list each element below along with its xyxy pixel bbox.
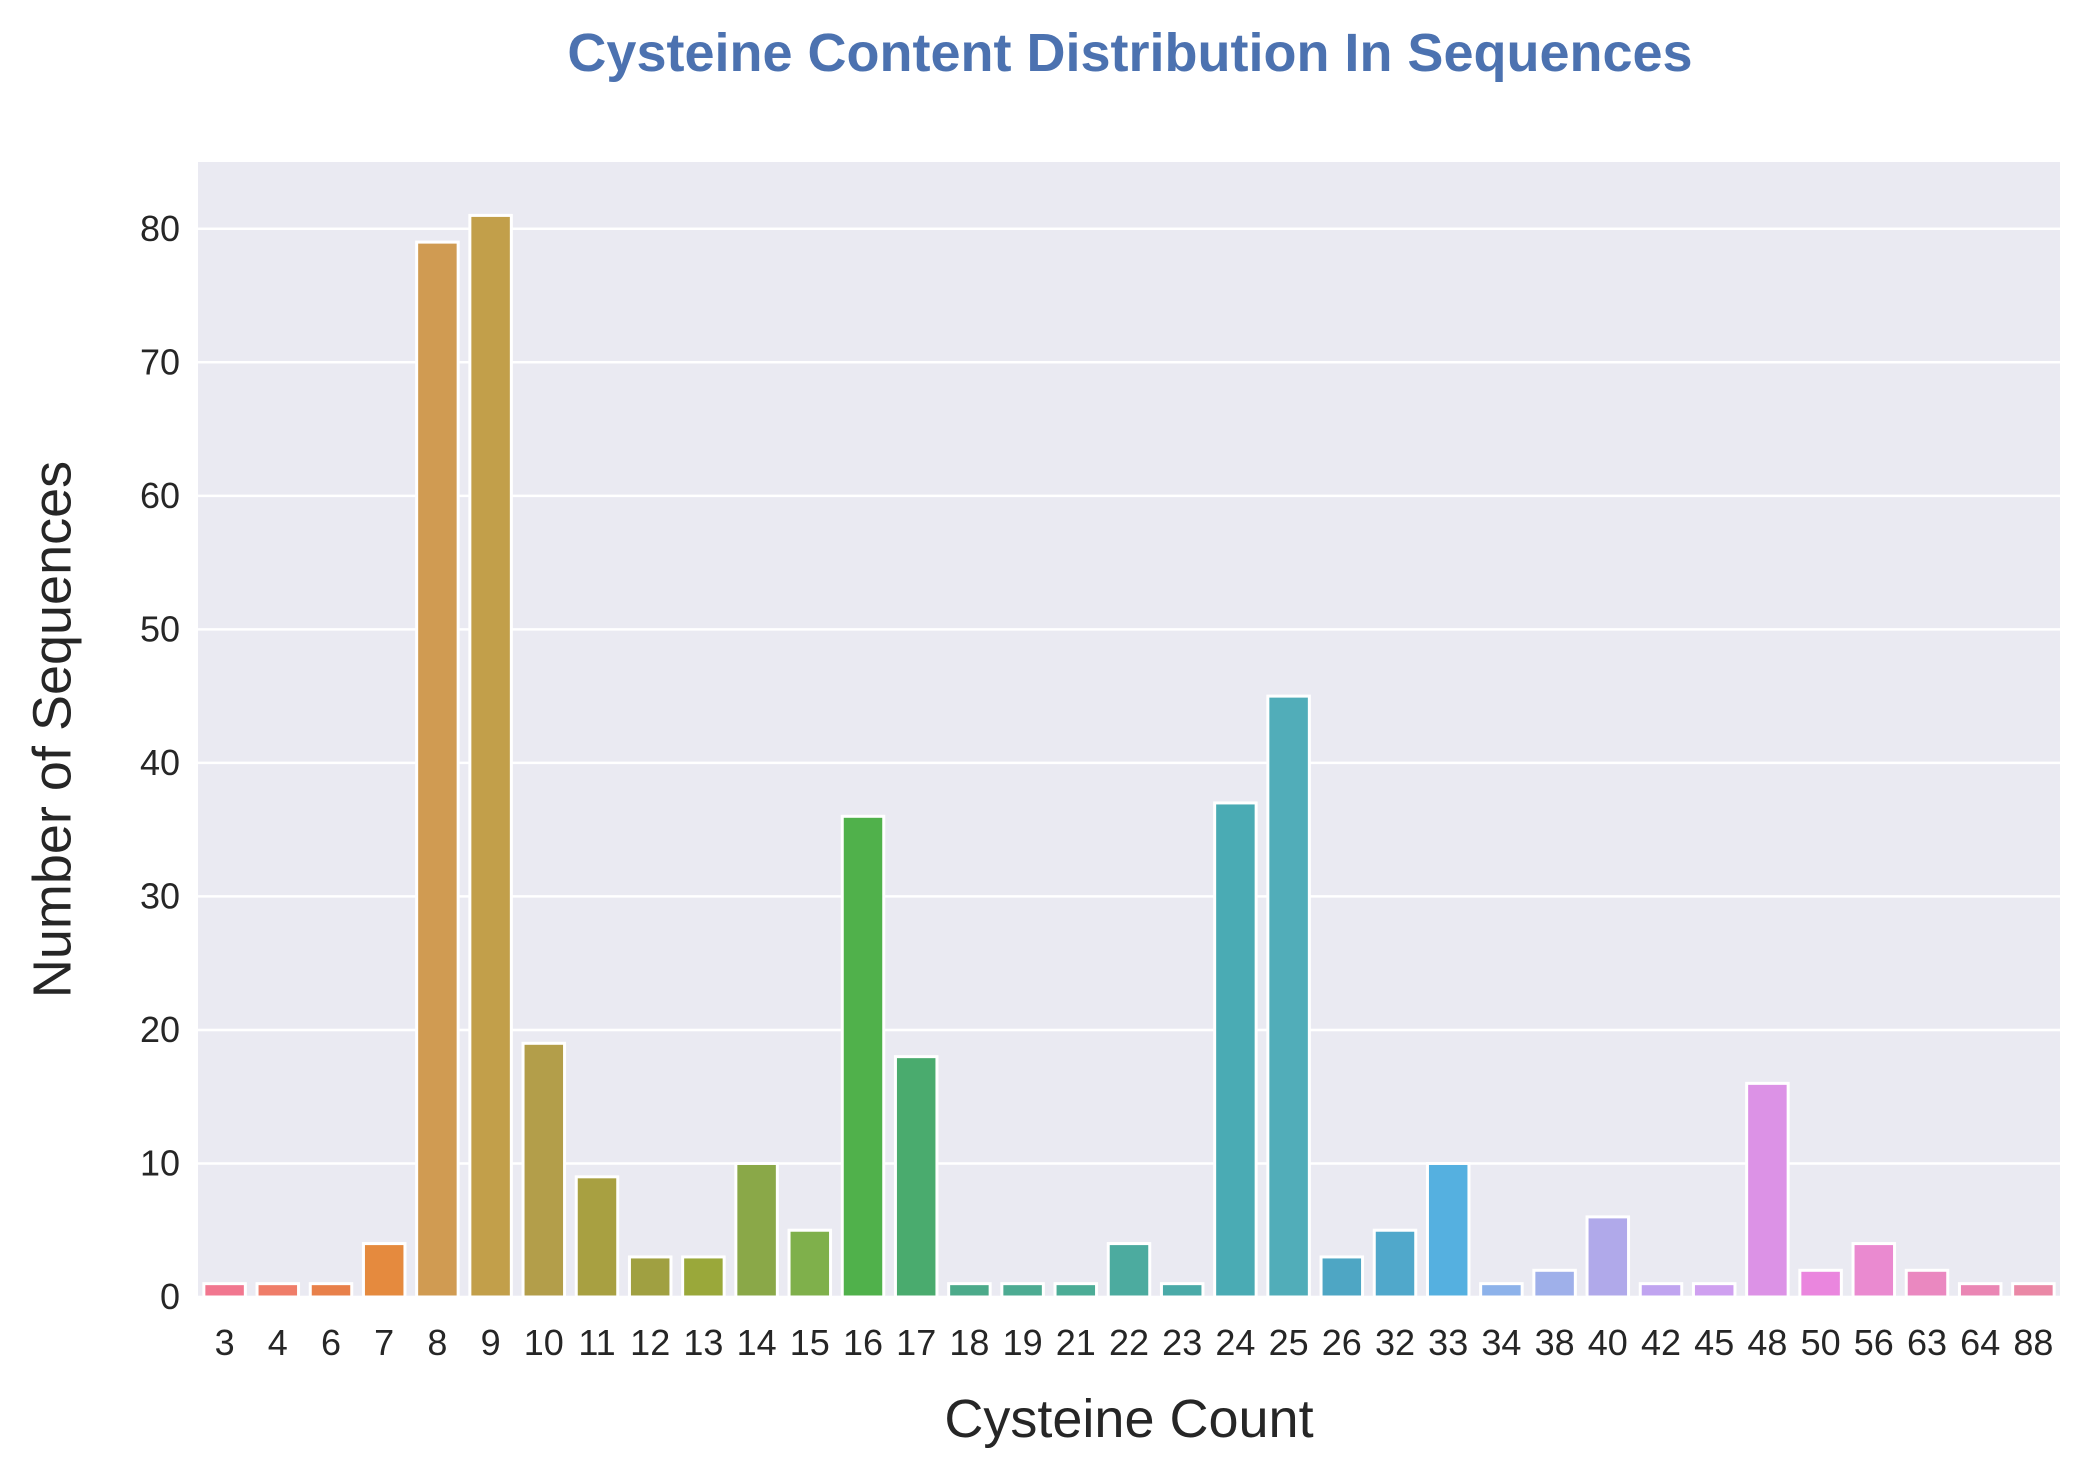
x-tick-label: 48 — [1747, 1322, 1787, 1363]
x-tick-label: 16 — [843, 1322, 883, 1363]
x-tick-label: 40 — [1588, 1322, 1628, 1363]
x-tick-label: 18 — [949, 1322, 989, 1363]
bar-17 — [893, 1055, 939, 1299]
x-tick-label: 26 — [1322, 1322, 1362, 1363]
bar-8 — [415, 240, 460, 1299]
bar-14 — [734, 1161, 779, 1299]
bar-32 — [1372, 1228, 1418, 1299]
bar-33 — [1425, 1161, 1471, 1299]
bar-50 — [1798, 1268, 1843, 1299]
bar-63 — [1904, 1268, 1950, 1299]
bar-42 — [1638, 1282, 1684, 1299]
x-tick-label: 14 — [737, 1322, 777, 1363]
bar-88 — [2011, 1282, 2056, 1299]
x-tick-label: 17 — [896, 1322, 936, 1363]
x-tick-label: 24 — [1215, 1322, 1255, 1363]
bar-45 — [1691, 1282, 1737, 1299]
y-axis-ticks: 0 10 20 30 40 50 60 70 80 — [140, 208, 180, 1317]
x-tick-label: 32 — [1375, 1322, 1415, 1363]
chart-title: Cysteine Content Distribution In Sequenc… — [567, 23, 1693, 83]
bar-64 — [1957, 1282, 2003, 1299]
x-tick-label: 63 — [1907, 1322, 1947, 1363]
x-tick-label: 21 — [1056, 1322, 1096, 1363]
y-axis-label: Number of Sequences — [22, 461, 82, 998]
x-tick-label: 50 — [1801, 1322, 1841, 1363]
x-tick-label: 45 — [1694, 1322, 1734, 1363]
bar-56 — [1851, 1242, 1897, 1299]
bar-6 — [308, 1282, 354, 1299]
x-axis-label: Cysteine Count — [944, 1389, 1313, 1449]
x-tick-label: 3 — [215, 1322, 235, 1363]
x-tick-label: 12 — [630, 1322, 670, 1363]
bar-16 — [840, 814, 886, 1299]
bar-7 — [361, 1242, 407, 1299]
bar-4 — [255, 1282, 301, 1299]
bar-12 — [627, 1255, 673, 1299]
bar-23 — [1159, 1282, 1205, 1299]
x-tick-label: 33 — [1428, 1322, 1468, 1363]
y-tick-label: 20 — [140, 1009, 180, 1050]
bar-34 — [1479, 1282, 1524, 1299]
bar-13 — [681, 1255, 726, 1299]
x-tick-label: 19 — [1003, 1322, 1043, 1363]
x-tick-label: 64 — [1960, 1322, 2000, 1363]
x-tick-label: 22 — [1109, 1322, 1149, 1363]
x-tick-label: 10 — [524, 1322, 564, 1363]
y-tick-label: 70 — [140, 341, 180, 382]
x-tick-label: 11 — [578, 1322, 615, 1363]
bar-11 — [574, 1175, 620, 1299]
bar-25 — [1266, 694, 1311, 1299]
x-tick-label: 9 — [481, 1322, 501, 1363]
bar-38 — [1532, 1268, 1577, 1299]
bar-3 — [202, 1282, 247, 1299]
x-axis-ticks: 3 4 6 7 8 9 10 11 12 13 14 15 16 17 18 19 21 22 23 24 25 26 32… — [215, 1322, 2054, 1363]
x-tick-label: 88 — [2013, 1322, 2053, 1363]
bar-15 — [787, 1228, 833, 1299]
y-tick-label: 50 — [140, 608, 180, 649]
x-tick-label: 13 — [683, 1322, 723, 1363]
x-tick-label: 6 — [321, 1322, 341, 1363]
bar-48 — [1745, 1081, 1790, 1299]
bar-9 — [468, 213, 513, 1299]
bar-21 — [1053, 1282, 1099, 1299]
x-tick-label: 4 — [268, 1322, 288, 1363]
x-tick-label: 7 — [374, 1322, 394, 1363]
x-tick-label: 56 — [1854, 1322, 1894, 1363]
x-tick-label: 15 — [790, 1322, 830, 1363]
bars — [202, 213, 2056, 1299]
y-tick-label: 80 — [140, 208, 180, 249]
x-tick-label: 25 — [1269, 1322, 1309, 1363]
y-tick-label: 0 — [160, 1276, 180, 1317]
x-tick-label: 42 — [1641, 1322, 1681, 1363]
bar-26 — [1319, 1255, 1365, 1299]
x-tick-label: 8 — [427, 1322, 447, 1363]
y-tick-label: 30 — [140, 875, 180, 916]
x-tick-label: 34 — [1481, 1322, 1521, 1363]
bar-18 — [947, 1282, 992, 1299]
x-tick-label: 38 — [1535, 1322, 1575, 1363]
bar-22 — [1106, 1242, 1152, 1299]
bar-19 — [1000, 1282, 1045, 1299]
bar-10 — [521, 1041, 567, 1299]
bar-40 — [1585, 1215, 1631, 1299]
y-tick-label: 10 — [140, 1142, 180, 1183]
y-tick-label: 40 — [140, 742, 180, 783]
bar-24 — [1213, 801, 1258, 1299]
y-tick-label: 60 — [140, 475, 180, 516]
x-tick-label: 23 — [1162, 1322, 1202, 1363]
